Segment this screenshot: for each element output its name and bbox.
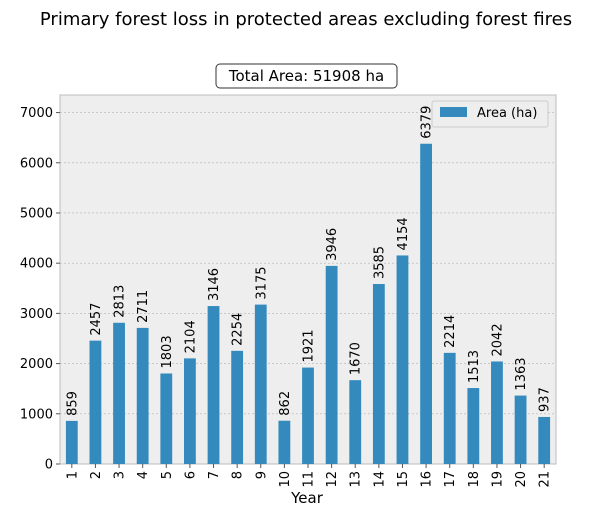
bar-value-label: 3585: [372, 246, 387, 279]
y-tick-label: 0: [45, 458, 53, 473]
bar-value-label: 3175: [254, 267, 269, 300]
annotation-text: Total Area: 51908 ha: [228, 67, 384, 85]
bar-value-label: 6379: [420, 106, 435, 139]
bar: [254, 304, 267, 464]
bar-value-label: 1670: [349, 342, 364, 375]
bar-value-label: 4154: [396, 217, 411, 250]
bar: [160, 373, 173, 464]
y-tick-label: 5000: [20, 206, 53, 221]
x-tick-label: 14: [372, 471, 387, 488]
y-tick-label: 4000: [20, 257, 53, 272]
bar: [231, 350, 244, 464]
bar-value-label: 937: [538, 387, 553, 412]
bar-value-label: 2254: [231, 313, 246, 346]
bar-value-labels: 859 2457 2813 2711 1803 2104 3146 2254 3175 862 19…: [65, 106, 552, 416]
annotation-box: [215, 63, 398, 89]
x-tick-label: 12: [325, 471, 340, 488]
bar-value-label: 2813: [113, 285, 128, 318]
x-tick-label: 5: [160, 471, 175, 479]
bar-series: [65, 143, 551, 464]
x-tick-label: 1: [65, 471, 80, 479]
bar: [325, 265, 338, 464]
bar: [207, 306, 220, 464]
x-tick-label: 10: [278, 471, 293, 488]
x-tick-label: 20: [514, 471, 529, 488]
legend: Area (ha): [431, 100, 549, 128]
bar: [443, 352, 456, 464]
y-tick-label: 6000: [20, 156, 53, 171]
y-tick-label: 3000: [20, 307, 53, 322]
x-axis-label: Year: [290, 489, 324, 507]
x-tick-label: 9: [254, 471, 269, 479]
y-axis-ticks: 0 1000 2000 3000 4000 5000 6000 7000: [20, 106, 60, 473]
bar: [89, 340, 102, 464]
bar-value-label: 2711: [136, 290, 151, 323]
x-tick-label: 13: [349, 471, 364, 488]
bar: [65, 420, 78, 464]
x-tick-label: 15: [396, 471, 411, 488]
x-tick-label: 8: [231, 471, 246, 479]
x-tick-label: 18: [467, 471, 482, 488]
bar-value-label: 1803: [160, 335, 175, 368]
x-tick-label: 17: [443, 471, 458, 488]
bar: [420, 143, 432, 464]
bar-value-label: 862: [278, 391, 293, 416]
bar: [372, 284, 385, 464]
x-tick-label: 4: [136, 471, 151, 479]
x-tick-label: 6: [183, 471, 198, 479]
bar-value-label: 2457: [89, 303, 104, 336]
x-tick-label: 11: [302, 471, 317, 488]
bar: [302, 367, 314, 464]
bar-value-label: 1363: [514, 357, 529, 390]
bar-value-label: 1513: [467, 350, 482, 383]
y-tick-label: 1000: [20, 407, 53, 422]
bar: [349, 380, 362, 464]
bar-value-label: 3946: [325, 228, 340, 261]
bar: [113, 322, 125, 464]
chart-title: Primary forest loss in protected areas e…: [40, 9, 572, 30]
bar: [396, 255, 409, 464]
legend-label: Area (ha): [477, 106, 537, 121]
x-tick-label: 2: [89, 471, 104, 479]
bar: [467, 388, 480, 464]
bar-value-label: 1921: [302, 329, 317, 362]
x-tick-label: 7: [207, 471, 222, 479]
x-tick-label: 3: [113, 471, 128, 479]
bar: [538, 416, 551, 464]
legend-swatch: [440, 107, 467, 117]
x-tick-label: 21: [538, 471, 553, 488]
bar-value-label: 2042: [490, 323, 505, 356]
total-area-annotation: Total Area: 51908 ha: [215, 63, 398, 89]
bar-value-label: 2214: [443, 315, 458, 348]
x-axis-ticks: 1 2 3 4 5 6 7 8 9 10 11 12 13 14 15 16 17 18 19 20 21: [65, 464, 553, 488]
y-tick-label: 7000: [20, 106, 53, 121]
bar: [278, 420, 291, 464]
bar: [491, 361, 503, 464]
x-tick-label: 16: [420, 471, 435, 488]
x-tick-label: 19: [490, 471, 505, 488]
bar: [514, 395, 527, 464]
y-tick-label: 2000: [20, 357, 53, 372]
bar-value-label: 2104: [183, 320, 198, 353]
bar: [184, 358, 196, 464]
bar-value-label: 859: [65, 391, 80, 416]
bar-value-label: 3146: [207, 268, 222, 301]
bar: [136, 327, 149, 464]
